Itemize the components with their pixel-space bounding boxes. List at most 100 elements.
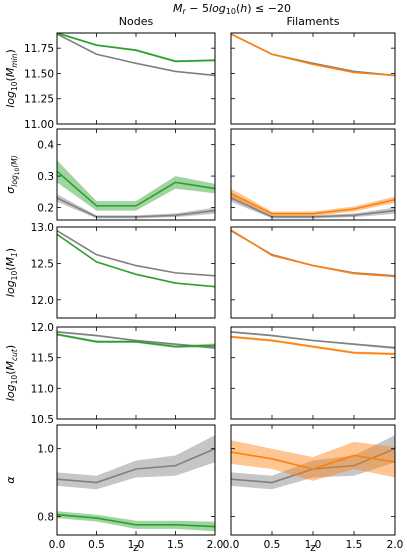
column-title-nodes: Nodes [119,15,154,28]
y-axis-label-part: ) [4,248,17,252]
band-reference [231,230,395,277]
x-tick-label: 0.0 [223,539,240,551]
y-axis-label-part: 1 [10,252,19,257]
y-axis-label-part: (M) [10,155,19,167]
panel-nodes-log-mmin: 11.00 11.25 11.50 11.75 log10(Mmin) [4,32,216,131]
panel-plot-area [57,160,215,219]
y-axis-label-part: ) [4,345,17,349]
line-reference [57,229,215,277]
panel-nodes-log-mcut: 10.5 11.0 11.5 12.0 log10(Mcut) [4,322,216,426]
x-tick-label: 1.0 [128,539,145,551]
figure-suptitle: Mr − 5log10(h) ≤ −20 [173,2,291,16]
y-tick-label: 11.0 [31,383,54,395]
band-sample [231,229,395,278]
y-axis-label-part: ) [4,49,17,53]
panel-plot-area [57,330,215,350]
y-axis-label: log10(M1) [4,248,19,297]
y-tick-label: 11.50 [24,68,54,80]
line-reference [57,447,215,484]
panel-plot-area [231,435,395,490]
suptitle-mid: − 5 [186,2,209,15]
x-axis-label-filaments: z [310,541,316,554]
line-reference [231,229,395,277]
y-axis-label-part: 10 [10,375,19,385]
y-axis-label-part: log [4,91,17,108]
panel-filaments-alpha: 0.0 0.5 1.0 1.5 2.0 [223,424,404,551]
line-sample [231,33,395,77]
y-tick-label: 0.8 [37,511,54,523]
suptitle-hh: h [240,2,247,15]
panel-filaments-log-mcut [230,326,396,420]
panel-nodes-sigma-logm: 0.2 0.3 0.4 σlog10(M) [4,128,216,221]
panel-plot-area [57,435,215,532]
band-reference [231,33,395,76]
band-reference [57,230,215,277]
band-sample [57,511,215,532]
y-axis-label-part: log [10,175,19,187]
y-tick-label: 11.00 [24,119,54,131]
panel-nodes-log-m1: 12.0 12.5 13.0 log10(M1) [4,222,216,319]
suptitle-h: ( [236,2,240,15]
band-sample [231,33,395,77]
panel-frame [56,226,216,319]
y-axis-label-part: α [4,476,17,484]
suptitle-r: r [183,7,187,16]
band-sample [231,440,395,481]
panel-nodes-alpha: 0.0 0.5 1.0 1.5 2.0 0.8 1.0 α [4,424,224,551]
line-sample [231,229,395,278]
x-tick-label: 2.0 [207,539,224,551]
line-sample [57,233,215,288]
y-axis-label-part: cut [10,348,19,361]
band-sample [57,160,215,211]
panel-plot-area [57,229,215,288]
y-axis-label-part: 10 [14,167,21,175]
line-sample [57,33,215,63]
y-tick-label: 12.0 [31,295,54,307]
panel-filaments-log-m1 [230,226,396,319]
y-axis-label-part: M [4,256,17,266]
x-tick-label: 2.0 [387,539,404,551]
column-title-filaments: Filaments [287,15,340,28]
line-reference [231,331,395,349]
panel-filaments-log-mmin [230,32,396,125]
panel-plot-area [231,188,395,219]
y-tick-label: 13.0 [31,222,54,234]
line-sample [57,170,215,207]
band-reference [231,435,395,490]
y-axis-label-part: ( [4,77,17,81]
suptitle-end: ) ≤ −20 [247,2,291,15]
y-tick-label: 0.2 [37,202,54,214]
panel-plot-area [57,33,215,77]
y-axis-label-part: min [10,53,19,67]
y-axis-label-part: ( [4,266,17,270]
y-axis-label-part: M [4,361,17,371]
band-sample [57,333,215,348]
y-axis-label: α [4,476,17,484]
line-reference [57,33,215,77]
suptitle-10: 10 [226,7,236,16]
y-axis-label-part: 10 [10,81,19,91]
band-reference [57,435,215,490]
x-axis-label-nodes: z [133,541,139,554]
suptitle-log: log [209,2,226,15]
y-tick-label: 11.25 [24,94,54,106]
panel-plot-area [231,330,395,356]
panel-frame [230,226,396,319]
y-tick-label: 11.5 [31,353,54,365]
panel-filaments-sigma-logm [230,128,396,221]
y-axis-label-part: log [4,280,17,297]
y-axis-label-part: 10 [10,271,19,281]
y-axis-label-part: σ [4,186,17,194]
line-reference [57,331,215,349]
y-axis-label: σlog10(M) [4,155,21,193]
x-tick-label: 1.5 [346,539,363,551]
y-tick-label: 12.5 [31,258,54,270]
y-axis-label-part: M [4,67,17,77]
y-tick-label: 0.3 [37,171,54,183]
x-tick-label: 0.5 [88,539,105,551]
line-sample [231,192,395,215]
y-tick-label: 0.4 [37,140,54,152]
line-sample [231,451,395,470]
line-sample [231,336,395,355]
